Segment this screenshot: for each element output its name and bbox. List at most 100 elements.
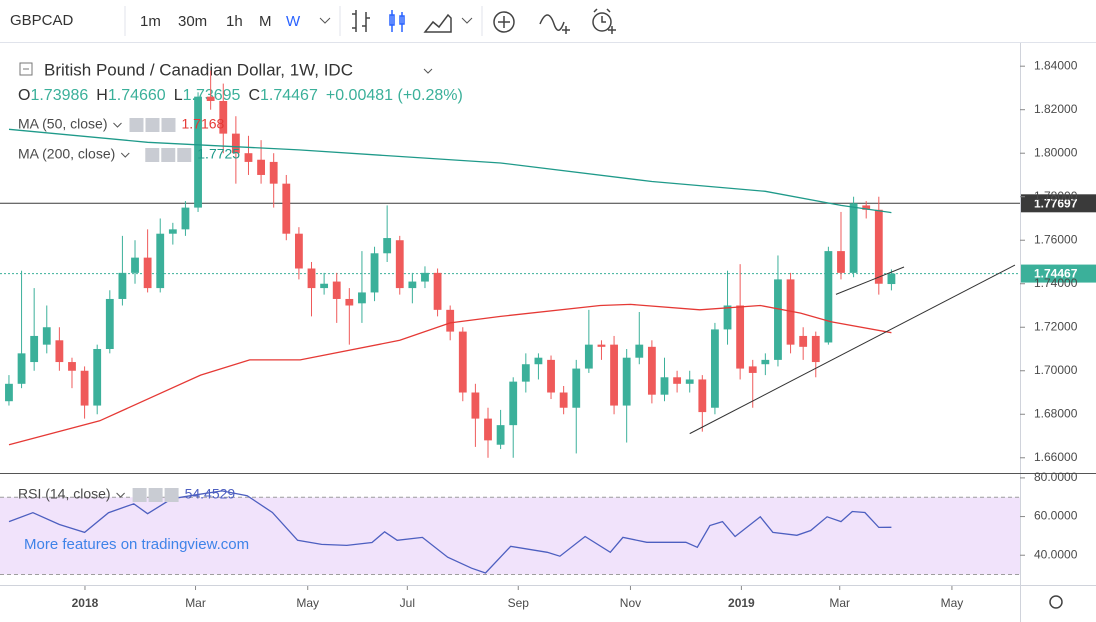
candles-icon[interactable]: [389, 10, 405, 32]
interval-button[interactable]: M: [259, 13, 272, 30]
y-tick-label: 1.78000: [1034, 189, 1078, 203]
candle-body: [874, 209, 883, 284]
candle-body: [17, 353, 26, 384]
legend-dropdown[interactable]: [113, 122, 122, 128]
candle-body: [156, 233, 165, 289]
candle-body: [711, 329, 719, 408]
y-tick-label: 1.72000: [1034, 319, 1078, 333]
candle-body: [395, 240, 404, 289]
dropdown-icon[interactable]: [461, 17, 473, 24]
legend-button[interactable]: [145, 118, 160, 132]
candle-body: [30, 335, 39, 363]
candle-body: [370, 253, 379, 293]
collapse-icon[interactable]: [19, 62, 33, 76]
dropdown-icon[interactable]: [423, 68, 433, 74]
candle-body: [307, 268, 316, 289]
candle-body: [496, 425, 505, 445]
trend-line: [835, 266, 905, 295]
legend-button[interactable]: [148, 488, 163, 502]
legend-button[interactable]: [129, 118, 144, 132]
candle-body: [685, 379, 694, 384]
indicators-icon[interactable]: [539, 14, 570, 34]
alert-icon[interactable]: [592, 12, 612, 32]
x-tick-label: 2019: [728, 596, 755, 610]
candle-body: [433, 272, 442, 310]
dropdown-icon[interactable]: [319, 17, 331, 24]
candle-body: [824, 251, 833, 343]
settings-icon[interactable]: [1049, 595, 1063, 609]
legend-entry: RSI (14, close): [18, 486, 111, 502]
y-tick-label: 1.82000: [1034, 102, 1078, 116]
candle-body: [206, 96, 215, 101]
candle-body: [471, 392, 480, 419]
compare-icon-plus: [498, 16, 510, 28]
candle-body: [660, 377, 669, 395]
moving-average-line: [8, 128, 892, 214]
area-icon[interactable]: [423, 13, 452, 33]
candle-body: [42, 327, 51, 345]
legend-dropdown[interactable]: [116, 492, 125, 498]
candle-body: [597, 344, 606, 347]
candle-body: [610, 344, 618, 406]
ohlc-label: L: [174, 87, 183, 104]
interval-button[interactable]: 1m: [140, 13, 161, 30]
y-tick-label: 60.0000: [1034, 509, 1078, 523]
price-label: 1.74467: [1034, 267, 1078, 281]
candle-body: [761, 359, 770, 365]
interval-button[interactable]: W: [286, 13, 301, 30]
x-tick-label: Sep: [508, 596, 530, 610]
x-tick-label: Mar: [185, 596, 206, 610]
candle-body: [55, 340, 64, 363]
legend-button[interactable]: [132, 488, 147, 502]
legend-button[interactable]: [161, 148, 176, 162]
candle-body: [244, 153, 253, 162]
candle-body: [837, 251, 845, 273]
candle-body: [80, 370, 89, 406]
candle-body: [521, 364, 530, 382]
candle-body: [168, 229, 177, 234]
ohlc-value: 1.73695: [183, 87, 241, 104]
candle-body: [194, 96, 202, 208]
y-tick-label: 40.0000: [1034, 547, 1078, 561]
interval-button[interactable]: 1h: [226, 13, 243, 30]
candle-body: [635, 344, 644, 358]
candle-body: [181, 207, 190, 230]
candle-body: [559, 392, 568, 408]
rsi-pane: [0, 490, 1020, 576]
legend-button[interactable]: [177, 148, 192, 162]
y-tick-label: 80.0000: [1034, 470, 1078, 484]
legend-value: 1.7725: [197, 146, 240, 162]
candle-body: [811, 335, 820, 363]
candle-body: [786, 279, 795, 345]
y-tick-label: 1.70000: [1034, 363, 1078, 377]
candle-body: [849, 203, 858, 273]
trend-line: [689, 264, 1016, 435]
candle-body: [484, 418, 492, 441]
symbol[interactable]: GBPCAD: [10, 12, 74, 29]
alert-icon-detail: [593, 8, 616, 34]
y-tick-label: 1.68000: [1034, 406, 1078, 420]
price-label-box: [1021, 264, 1096, 283]
y-tick-label: 1.74000: [1034, 276, 1078, 290]
price-label: 1.77697: [1034, 196, 1078, 210]
candle-body: [774, 279, 782, 360]
candle-body: [269, 161, 278, 184]
compare-icon[interactable]: [493, 11, 515, 33]
x-tick-label: Mar: [829, 596, 850, 610]
legend-button[interactable]: [161, 118, 176, 132]
y-tick-label: 1.66000: [1034, 450, 1078, 464]
bars-icon[interactable]: [352, 10, 370, 32]
legend-dropdown[interactable]: [120, 152, 130, 158]
legend-button[interactable]: [145, 148, 160, 162]
candle-body: [421, 272, 429, 282]
candle-body: [257, 159, 265, 175]
candle-body: [5, 383, 13, 402]
candle-body: [358, 292, 366, 304]
interval-button[interactable]: 30m: [178, 13, 207, 30]
legend-button[interactable]: [164, 488, 179, 502]
ohlc-label: O: [18, 87, 30, 104]
rsi-band: [0, 497, 1020, 575]
candle-body: [723, 305, 732, 330]
x-tick-label: Jul: [400, 596, 415, 610]
